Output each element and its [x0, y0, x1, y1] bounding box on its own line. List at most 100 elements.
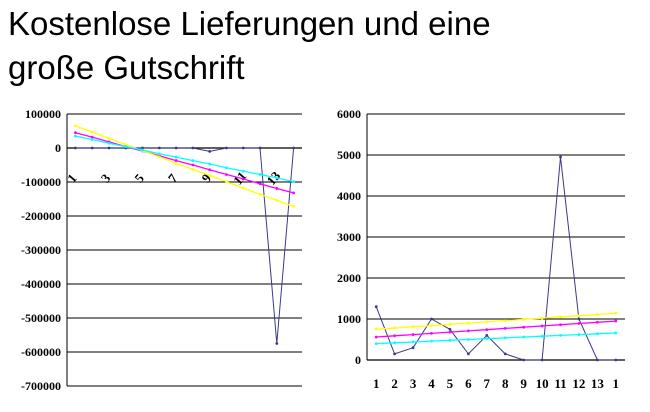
data-point [174, 159, 178, 162]
data-point [411, 333, 415, 336]
x-tick-label: 3 [98, 170, 114, 185]
data-point [374, 342, 378, 345]
data-point [208, 168, 212, 172]
data-point [124, 145, 128, 149]
x-tick-label: 4 [428, 376, 435, 391]
data-point [559, 323, 562, 327]
data-point [540, 358, 544, 362]
data-point [503, 352, 507, 356]
y-tick-label: 1000 [337, 312, 361, 326]
data-point [559, 334, 562, 337]
data-point [174, 146, 178, 150]
data-point [466, 338, 470, 341]
x-tick-label: 5 [131, 170, 147, 185]
data-point [448, 327, 452, 331]
data-point [374, 327, 378, 331]
data-point [485, 328, 489, 332]
data-point [522, 318, 526, 321]
data-point [503, 327, 507, 330]
series-line [75, 135, 294, 183]
data-point [540, 334, 544, 338]
data-point [292, 146, 296, 150]
y-tick-label: 100000 [25, 107, 61, 121]
x-tick-label: 1 [373, 376, 380, 391]
data-point [577, 322, 581, 325]
data-point [559, 315, 562, 319]
data-point [107, 141, 111, 145]
y-tick-label: 3000 [337, 230, 361, 244]
data-point [466, 352, 470, 356]
data-point [225, 146, 228, 150]
data-point [174, 155, 178, 159]
data-point [522, 335, 526, 339]
data-point [595, 332, 599, 336]
y-tick-label: 5000 [337, 148, 361, 162]
data-point [258, 173, 262, 176]
data-point [577, 333, 581, 336]
data-point [448, 330, 452, 334]
data-point [191, 163, 195, 167]
data-point [466, 329, 470, 333]
series-line [376, 312, 616, 330]
data-point [124, 143, 128, 147]
series-line [375, 157, 616, 361]
data-point [485, 334, 489, 337]
x-tick-label: 6 [465, 376, 472, 391]
x-tick-label: 10 [536, 376, 549, 391]
data-point [411, 340, 415, 344]
data-point [292, 191, 296, 195]
data-point [485, 337, 489, 341]
y-tick-label: -500000 [21, 311, 61, 325]
data-point [275, 187, 279, 190]
data-point [430, 331, 433, 335]
x-tick-label: 12 [572, 376, 585, 391]
x-tick-label: 13 [591, 376, 605, 391]
data-point [614, 331, 618, 335]
data-point [595, 313, 599, 316]
data-point [90, 135, 94, 139]
x-tick-label: 11 [554, 376, 566, 391]
data-point [191, 168, 195, 171]
data-point [411, 325, 415, 329]
data-point [275, 176, 279, 180]
data-point [540, 316, 544, 320]
data-point [241, 186, 245, 190]
x-tick-label: 1 [613, 376, 620, 391]
x-tick-label: 1 [64, 171, 80, 186]
data-point [393, 341, 397, 345]
data-point [374, 335, 378, 339]
slide-title-line-2: große Gutschrift [8, 49, 245, 86]
data-point [107, 146, 111, 150]
data-point [292, 180, 296, 184]
data-point [174, 161, 178, 165]
data-point [430, 324, 433, 327]
data-point [191, 159, 195, 162]
data-point [241, 169, 245, 173]
x-tick-label: 5 [447, 376, 454, 391]
data-point [614, 319, 618, 323]
series-line [376, 332, 616, 345]
data-point [258, 146, 262, 150]
data-point [107, 137, 111, 140]
data-point [157, 155, 161, 159]
series-line [75, 132, 294, 194]
data-point [275, 342, 279, 345]
slide-title-line-1: Kostenlose Lieferungen und eine [8, 5, 491, 42]
data-point [595, 320, 599, 324]
data-point [258, 182, 262, 186]
data-point [90, 146, 94, 150]
y-tick-label: -600000 [21, 345, 61, 359]
data-point [503, 319, 507, 323]
x-tick-label: 9 [520, 376, 527, 391]
y-tick-label: 0 [55, 141, 61, 155]
data-point [577, 314, 581, 318]
data-point [393, 326, 397, 330]
data-point [275, 198, 279, 202]
x-tick-label: 8 [502, 376, 509, 391]
data-point [73, 134, 77, 138]
data-point [559, 155, 562, 159]
data-point [522, 325, 526, 329]
data-point [208, 150, 212, 153]
data-point [258, 192, 262, 196]
